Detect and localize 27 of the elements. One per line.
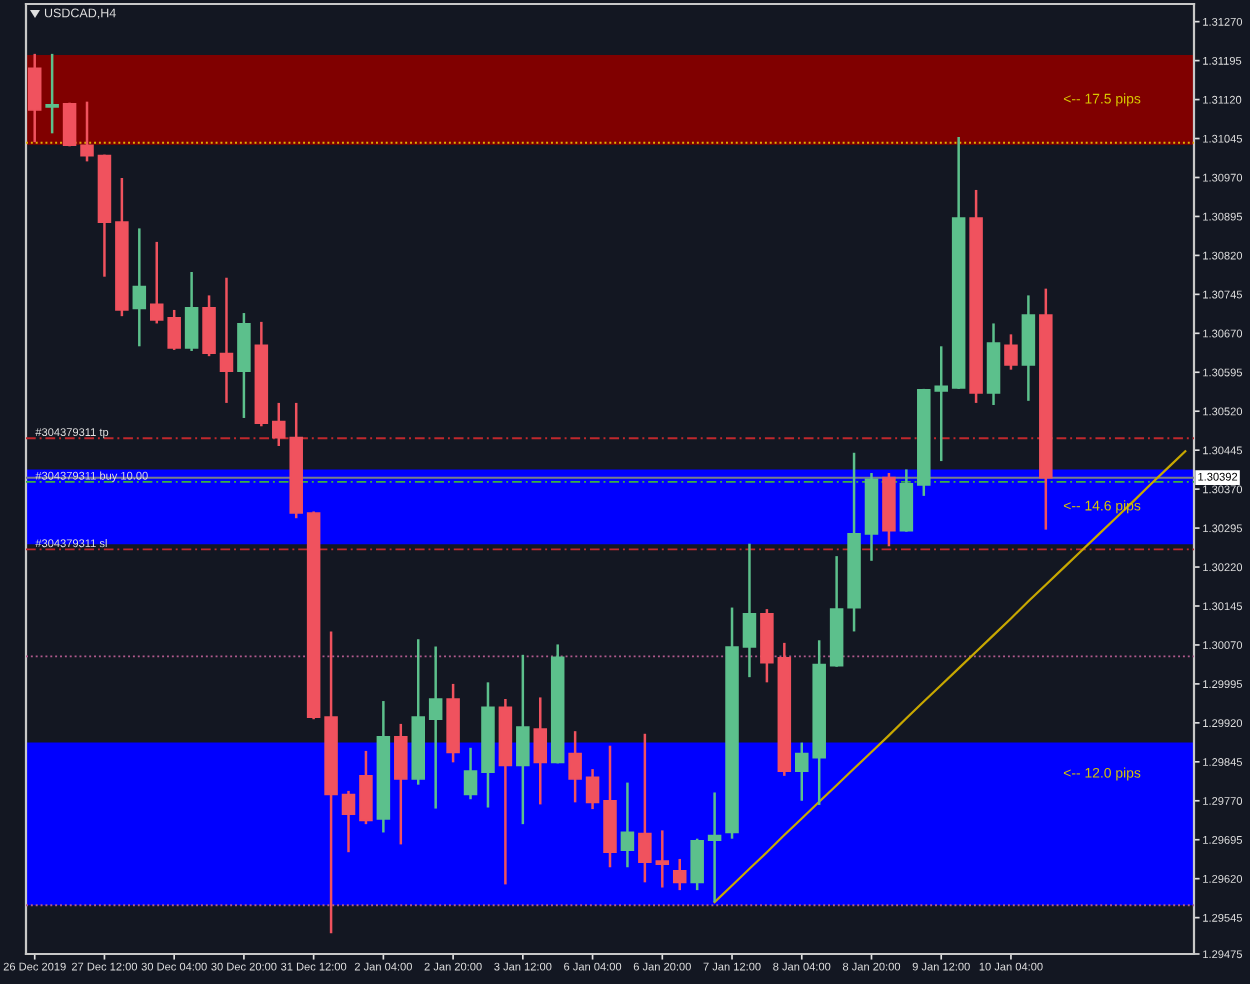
candlestick: [672, 857, 687, 892]
candlestick: [132, 227, 147, 348]
candlestick: [359, 749, 373, 826]
candlestick: [742, 542, 757, 679]
candlestick: [80, 100, 94, 163]
candlestick: [690, 837, 704, 892]
candlestick: [568, 729, 582, 804]
line-series: [713, 450, 1187, 904]
candlestick: [219, 276, 234, 405]
candlestick: [428, 645, 443, 810]
candlestick: [638, 732, 652, 884]
candlestick: [202, 294, 216, 358]
candlestick: [341, 789, 356, 854]
candlestick: [899, 468, 914, 533]
candlestick: [620, 781, 635, 869]
candlestick: [45, 52, 59, 135]
candlestick: [1004, 333, 1018, 371]
candlestick: [463, 746, 478, 801]
candlestick: [237, 311, 251, 420]
candlestick: [394, 722, 408, 846]
candlestick: [585, 767, 600, 811]
candlestick: [533, 696, 548, 806]
candlestick: [655, 829, 670, 889]
candlestick: [707, 791, 722, 904]
candlestick: [184, 270, 199, 353]
candlestick: [27, 52, 42, 144]
candlestick: [516, 653, 530, 826]
